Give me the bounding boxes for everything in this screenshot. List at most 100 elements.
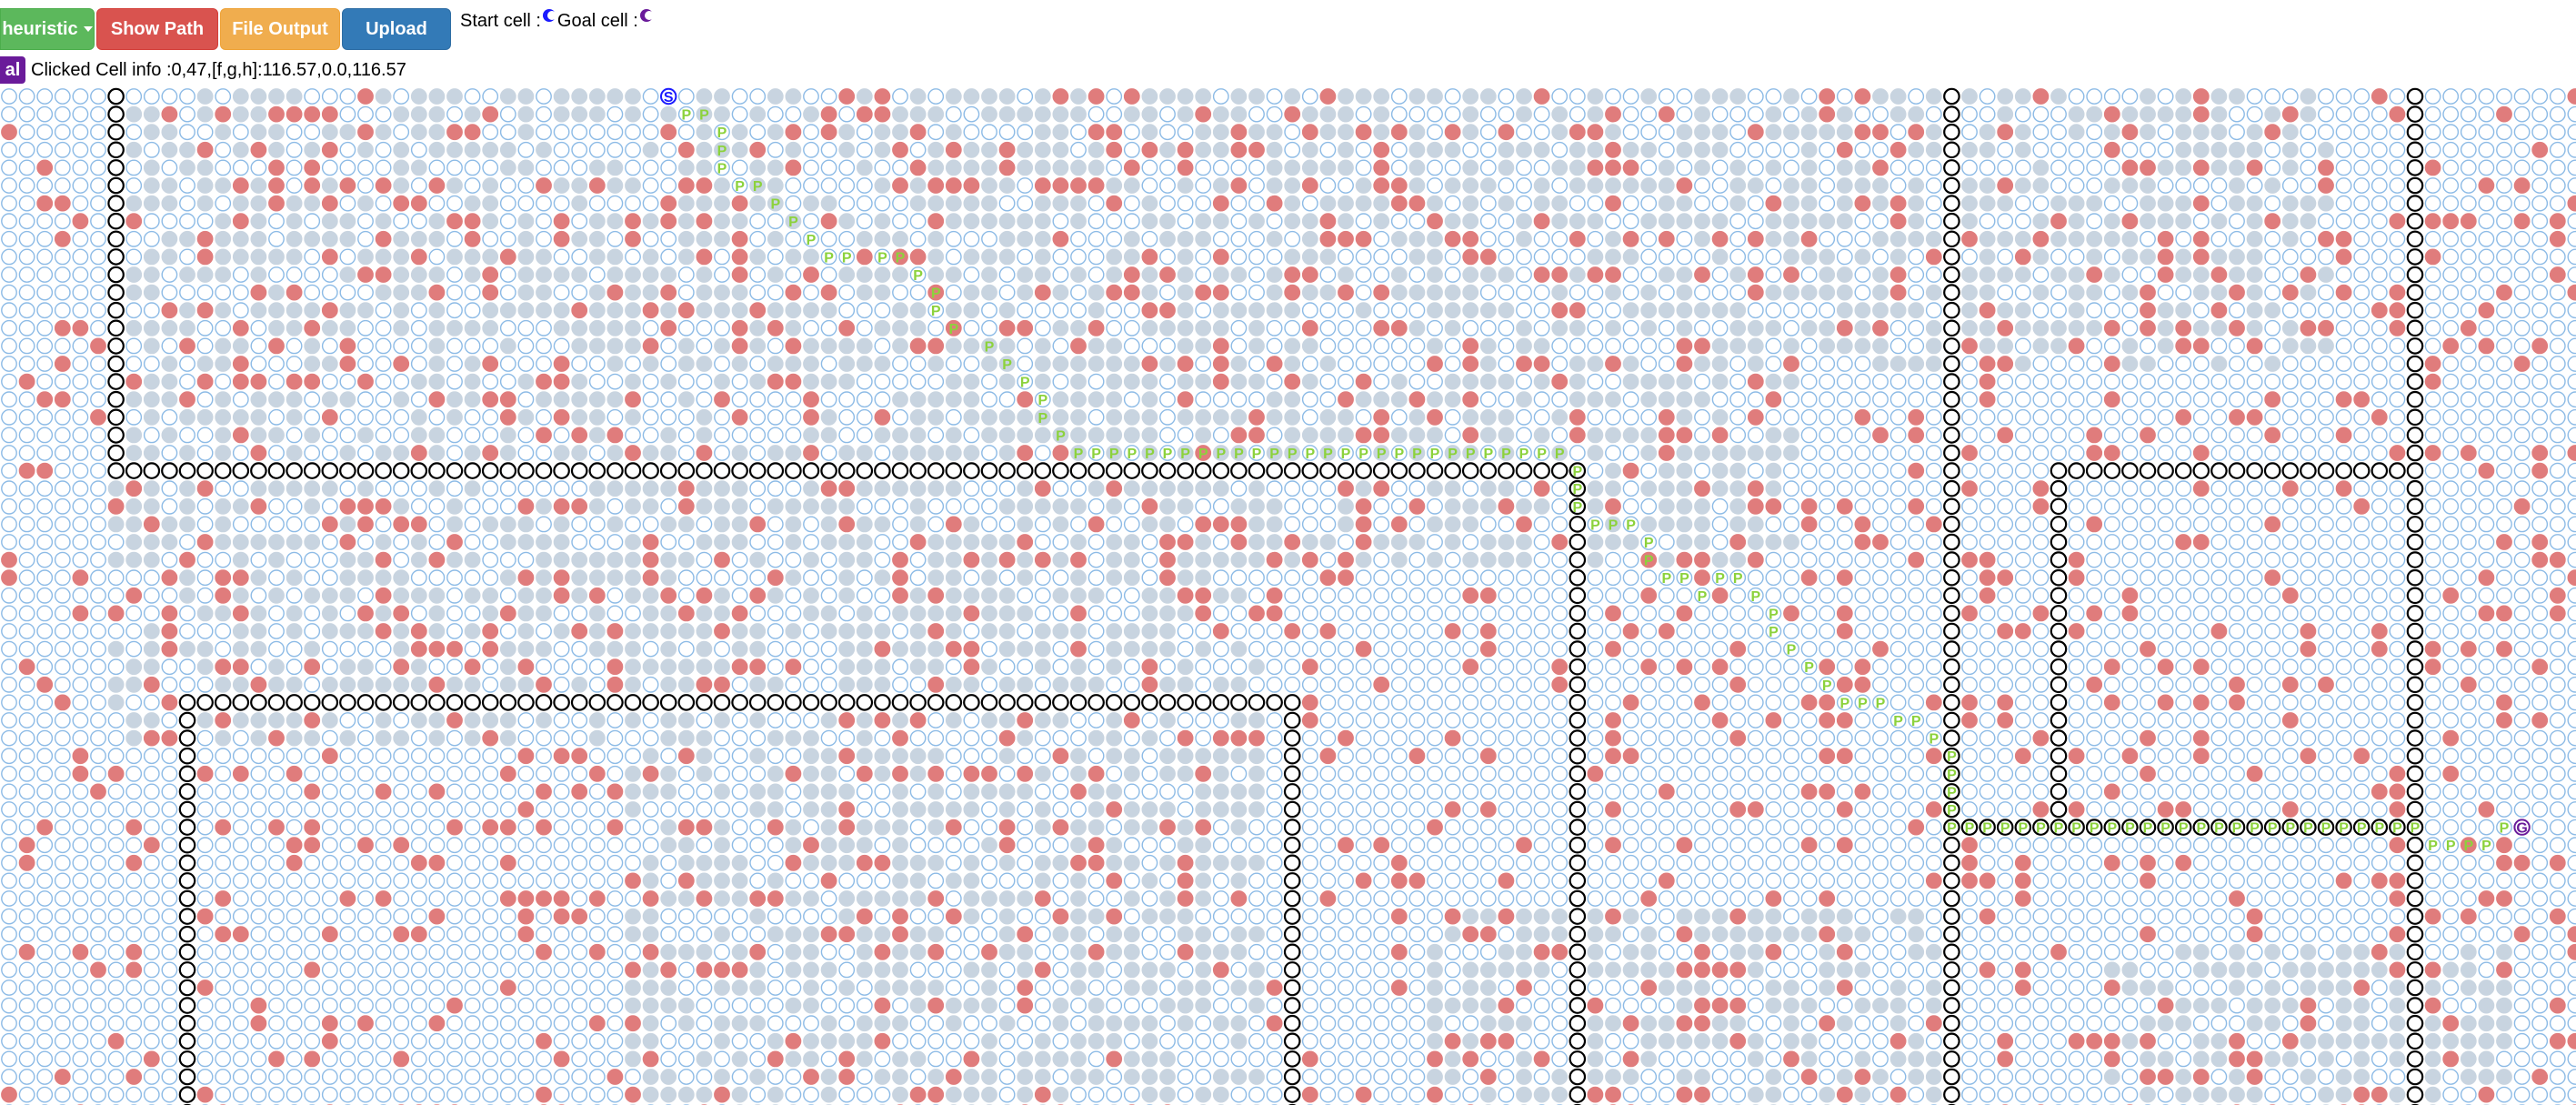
grid-cell[interactable]	[2210, 124, 2228, 141]
grid-cell[interactable]	[625, 230, 641, 247]
grid-cell[interactable]	[196, 623, 214, 639]
grid-cell[interactable]	[1765, 105, 1782, 123]
grid-cell[interactable]	[749, 516, 767, 533]
grid-cell[interactable]	[1640, 141, 1658, 158]
grid-cell[interactable]	[1658, 676, 1675, 693]
grid-cell[interactable]	[714, 497, 730, 515]
grid-cell[interactable]	[1070, 141, 1087, 158]
grid-cell[interactable]	[677, 640, 695, 658]
grid-cell[interactable]	[677, 159, 695, 176]
grid-cell[interactable]	[1141, 391, 1158, 408]
grid-cell[interactable]	[410, 266, 427, 283]
grid-cell[interactable]	[1070, 445, 1087, 461]
grid-cell[interactable]	[90, 462, 106, 479]
grid-cell[interactable]	[2229, 569, 2245, 587]
grid-cell[interactable]	[1, 480, 17, 497]
grid-cell[interactable]	[2121, 480, 2139, 497]
grid-cell[interactable]	[125, 605, 143, 622]
grid-cell[interactable]	[714, 534, 730, 550]
grid-cell[interactable]	[268, 124, 285, 141]
grid-cell[interactable]	[927, 445, 945, 461]
grid-cell[interactable]	[2157, 177, 2174, 194]
grid-cell[interactable]	[107, 266, 125, 284]
grid-cell[interactable]	[143, 427, 160, 444]
grid-cell[interactable]	[696, 480, 713, 497]
grid-cell[interactable]	[1747, 551, 1764, 568]
grid-cell[interactable]	[571, 427, 588, 444]
grid-cell[interactable]	[731, 551, 748, 568]
grid-cell[interactable]	[2478, 195, 2495, 212]
grid-cell[interactable]	[304, 337, 321, 355]
grid-cell[interactable]	[1765, 569, 1782, 587]
grid-cell[interactable]	[660, 497, 677, 515]
heuristic-dropdown-button[interactable]: heuristic	[0, 8, 95, 50]
grid-cell[interactable]	[1088, 105, 1105, 123]
grid-cell[interactable]	[482, 676, 499, 693]
grid-cell[interactable]	[1479, 159, 1497, 176]
grid-cell[interactable]	[1533, 391, 1550, 408]
grid-cell[interactable]	[874, 605, 891, 622]
grid-cell[interactable]	[286, 640, 303, 658]
grid-cell[interactable]	[18, 640, 35, 658]
grid-cell[interactable]	[1943, 123, 1960, 141]
grid-cell[interactable]	[803, 159, 819, 176]
grid-cell[interactable]	[1462, 213, 1479, 230]
grid-cell[interactable]	[446, 623, 463, 639]
grid-cell[interactable]	[2478, 462, 2495, 479]
grid-cell[interactable]	[981, 88, 997, 105]
grid-cell[interactable]	[1854, 266, 1871, 283]
grid-cell[interactable]	[1676, 337, 1693, 355]
grid-cell[interactable]	[1248, 248, 1265, 266]
grid-cell[interactable]	[2103, 605, 2120, 622]
grid-cell[interactable]	[143, 266, 160, 283]
grid-cell[interactable]	[464, 337, 481, 355]
grid-cell[interactable]	[2192, 534, 2210, 550]
grid-cell[interactable]	[268, 88, 285, 105]
grid-cell[interactable]	[838, 124, 856, 141]
grid-cell[interactable]	[714, 391, 730, 408]
grid-cell[interactable]	[1427, 266, 1443, 283]
grid-cell[interactable]	[1444, 445, 1461, 461]
grid-cell[interactable]	[1783, 445, 1799, 461]
grid-cell[interactable]	[838, 534, 856, 550]
grid-cell[interactable]	[1587, 462, 1604, 479]
grid-cell[interactable]	[1711, 497, 1729, 515]
grid-cell[interactable]	[1338, 141, 1354, 158]
grid-cell[interactable]	[1943, 497, 1960, 516]
grid-cell[interactable]	[1248, 640, 1265, 658]
grid-cell[interactable]	[499, 373, 516, 390]
grid-cell[interactable]	[1640, 230, 1658, 247]
grid-cell[interactable]	[731, 480, 748, 497]
grid-cell[interactable]	[1889, 195, 1907, 212]
grid-cell[interactable]	[625, 356, 641, 372]
grid-cell[interactable]	[749, 266, 767, 283]
grid-cell[interactable]	[1427, 105, 1443, 123]
grid-cell[interactable]	[2229, 391, 2245, 408]
grid-cell[interactable]	[2229, 605, 2245, 622]
grid-cell[interactable]	[1266, 356, 1283, 372]
grid-cell[interactable]	[1587, 88, 1604, 105]
grid-cell[interactable]	[1230, 266, 1248, 283]
grid-cell[interactable]	[375, 356, 392, 372]
grid-cell[interactable]	[1266, 605, 1283, 622]
grid-cell[interactable]	[215, 159, 232, 176]
grid-cell[interactable]	[1943, 676, 1960, 694]
grid-cell[interactable]	[606, 124, 624, 141]
grid-cell[interactable]	[1587, 356, 1604, 372]
grid-cell[interactable]	[2068, 516, 2085, 533]
grid-cell[interactable]	[785, 605, 802, 622]
grid-cell[interactable]	[1943, 301, 1960, 319]
grid-cell[interactable]	[1587, 427, 1604, 444]
grid-cell[interactable]	[1908, 587, 1925, 604]
grid-cell[interactable]	[2121, 516, 2139, 533]
grid-cell[interactable]	[1248, 373, 1265, 390]
grid-cell[interactable]	[410, 337, 427, 355]
grid-cell[interactable]	[1765, 391, 1782, 408]
grid-cell[interactable]	[1373, 356, 1390, 372]
grid-cell[interactable]	[1088, 408, 1105, 426]
grid-cell[interactable]	[1676, 195, 1693, 212]
grid-cell[interactable]	[1266, 141, 1283, 158]
grid-cell[interactable]	[215, 105, 232, 123]
grid-cell[interactable]	[1479, 177, 1497, 194]
grid-cell[interactable]	[393, 213, 410, 230]
